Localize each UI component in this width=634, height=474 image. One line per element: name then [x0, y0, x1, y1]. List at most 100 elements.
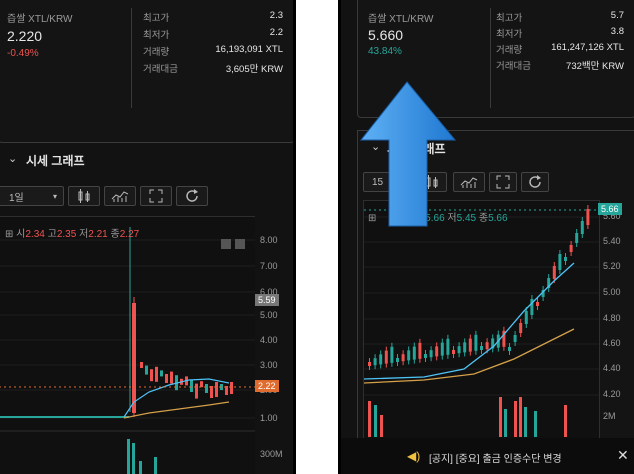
volume-bar — [139, 461, 142, 474]
speaker-icon: ◀) — [407, 449, 421, 463]
candle — [195, 383, 198, 399]
pair-name: 즙쌀 XTL/KRW — [368, 14, 434, 25]
current-price-marker: 2.22 — [255, 380, 279, 392]
candle — [468, 338, 472, 352]
fullscreen-icon[interactable] — [489, 172, 517, 192]
candle — [440, 342, 444, 356]
candlestick-icon[interactable] — [68, 186, 100, 206]
candle — [575, 233, 579, 243]
notice-text[interactable]: [공지] [중요] 출금 인증수단 변경 — [429, 454, 562, 465]
current-price: 5.660 — [368, 27, 404, 43]
candle — [215, 382, 218, 397]
candle — [580, 221, 584, 234]
candle — [552, 266, 556, 279]
candle — [536, 302, 539, 306]
ma-short-line — [364, 262, 575, 380]
volume-axis-label: 300M — [260, 449, 283, 459]
collapse-icon[interactable]: ⊞ — [5, 229, 14, 240]
stat-row-high: 최고가 5.7 — [496, 10, 624, 24]
candle — [384, 350, 388, 364]
candle — [418, 342, 422, 359]
volume-bar — [127, 439, 130, 474]
indicator-icon[interactable] — [104, 186, 136, 206]
candle — [508, 347, 511, 351]
candle — [513, 335, 517, 342]
candle — [368, 362, 371, 366]
candle — [530, 299, 534, 315]
chart-canvas — [0, 227, 256, 474]
candle — [429, 350, 433, 358]
chart-ohlc-legend: ⊞ 시2.34 고2.35 저2.21 종2.27 — [5, 229, 140, 240]
fullscreen-icon[interactable] — [140, 186, 172, 206]
caret-down-icon: ▾ — [52, 191, 57, 201]
stat-row-amount: 거래대금 732백만 KRW — [496, 61, 624, 72]
ma-long-line — [364, 328, 575, 384]
candle — [140, 362, 143, 368]
volume-bar — [499, 397, 502, 437]
collapse-icon[interactable]: ⊞ — [368, 213, 377, 224]
refresh-icon[interactable] — [176, 186, 208, 206]
candle — [491, 338, 495, 349]
current-price: 2.220 — [7, 28, 43, 44]
candle — [485, 342, 489, 350]
stat-row-volume: 거래량 161,247,126 XTL — [496, 42, 624, 56]
volume-bar — [534, 411, 537, 437]
candle — [225, 386, 228, 395]
candle — [379, 354, 383, 365]
divider — [490, 8, 491, 108]
candle — [547, 278, 551, 288]
stat-row-low: 최저가 2.2 — [143, 27, 283, 41]
ticker-summary-card: 즙쌀 XTL/KRW 2.220 -0.49% 최고가 2.3 최저가 2.2 거래… — [0, 0, 293, 143]
chevron-down-icon[interactable]: ⌄ — [371, 141, 381, 153]
price-chart[interactable]: ⊞ 5.66 저5.45 종5.66 — [363, 200, 600, 440]
volume-bar — [504, 409, 507, 437]
chart-ohlc-legend: ⊞ 5.66 저5.45 종5.66 — [368, 213, 508, 224]
candle — [155, 366, 158, 382]
candle — [412, 346, 416, 360]
candle — [220, 384, 223, 390]
candle — [205, 384, 208, 393]
indicator-icon[interactable] — [453, 172, 485, 192]
candle — [145, 365, 148, 375]
price-chart[interactable]: ⊞ 시2.34 고2.35 저2.21 종2.27 — [0, 216, 257, 474]
notice-bar[interactable]: ◀) [공지] [중요] 출금 인증수단 변경 ✕ — [341, 438, 634, 474]
stat-row-volume: 거래량 16,193,091 XTL — [143, 44, 283, 58]
pair-name: 즙쌀 XTL/KRW — [7, 14, 73, 25]
candle — [435, 346, 439, 357]
candle — [558, 254, 562, 270]
candle — [165, 374, 168, 383]
volume-bar — [564, 405, 567, 437]
stat-row-amount: 거래대금 3,605만 KRW — [143, 64, 283, 75]
candle — [190, 380, 193, 392]
volume-bar — [514, 401, 517, 437]
candle — [452, 350, 455, 354]
stats-table: 최고가 5.7 최저가 3.8 거래량 161,247,126 XTL 거래대금 732… — [496, 10, 624, 74]
volume-bar — [368, 401, 371, 437]
candle — [463, 342, 467, 353]
candle — [230, 382, 233, 394]
volume-bar — [524, 407, 527, 437]
change-percent: -0.49% — [7, 48, 39, 59]
close-icon[interactable]: ✕ — [617, 447, 629, 463]
interval-select[interactable]: 1일 ▾ — [0, 186, 64, 206]
volume-bar — [154, 457, 157, 474]
candle — [396, 358, 399, 362]
chart-option-icon[interactable] — [221, 239, 231, 249]
chevron-down-icon[interactable]: ⌄ — [8, 153, 18, 165]
candle — [160, 370, 163, 377]
up-arrow-annotation — [359, 81, 457, 227]
candle — [457, 346, 461, 354]
candle — [541, 290, 545, 297]
candle — [480, 346, 483, 350]
volume-axis-label: 2M — [603, 411, 616, 421]
refresh-icon[interactable] — [521, 172, 549, 192]
stat-row-high: 최고가 2.3 — [143, 10, 283, 24]
candle — [502, 330, 506, 347]
chart-option-icon[interactable] — [235, 239, 245, 249]
divider — [338, 0, 341, 474]
gray-price-marker: 5.59 — [255, 294, 279, 306]
section-title: 시세 그래프 — [26, 154, 85, 168]
candle — [446, 338, 450, 355]
ma-long-line — [123, 401, 230, 419]
divider — [293, 0, 296, 474]
